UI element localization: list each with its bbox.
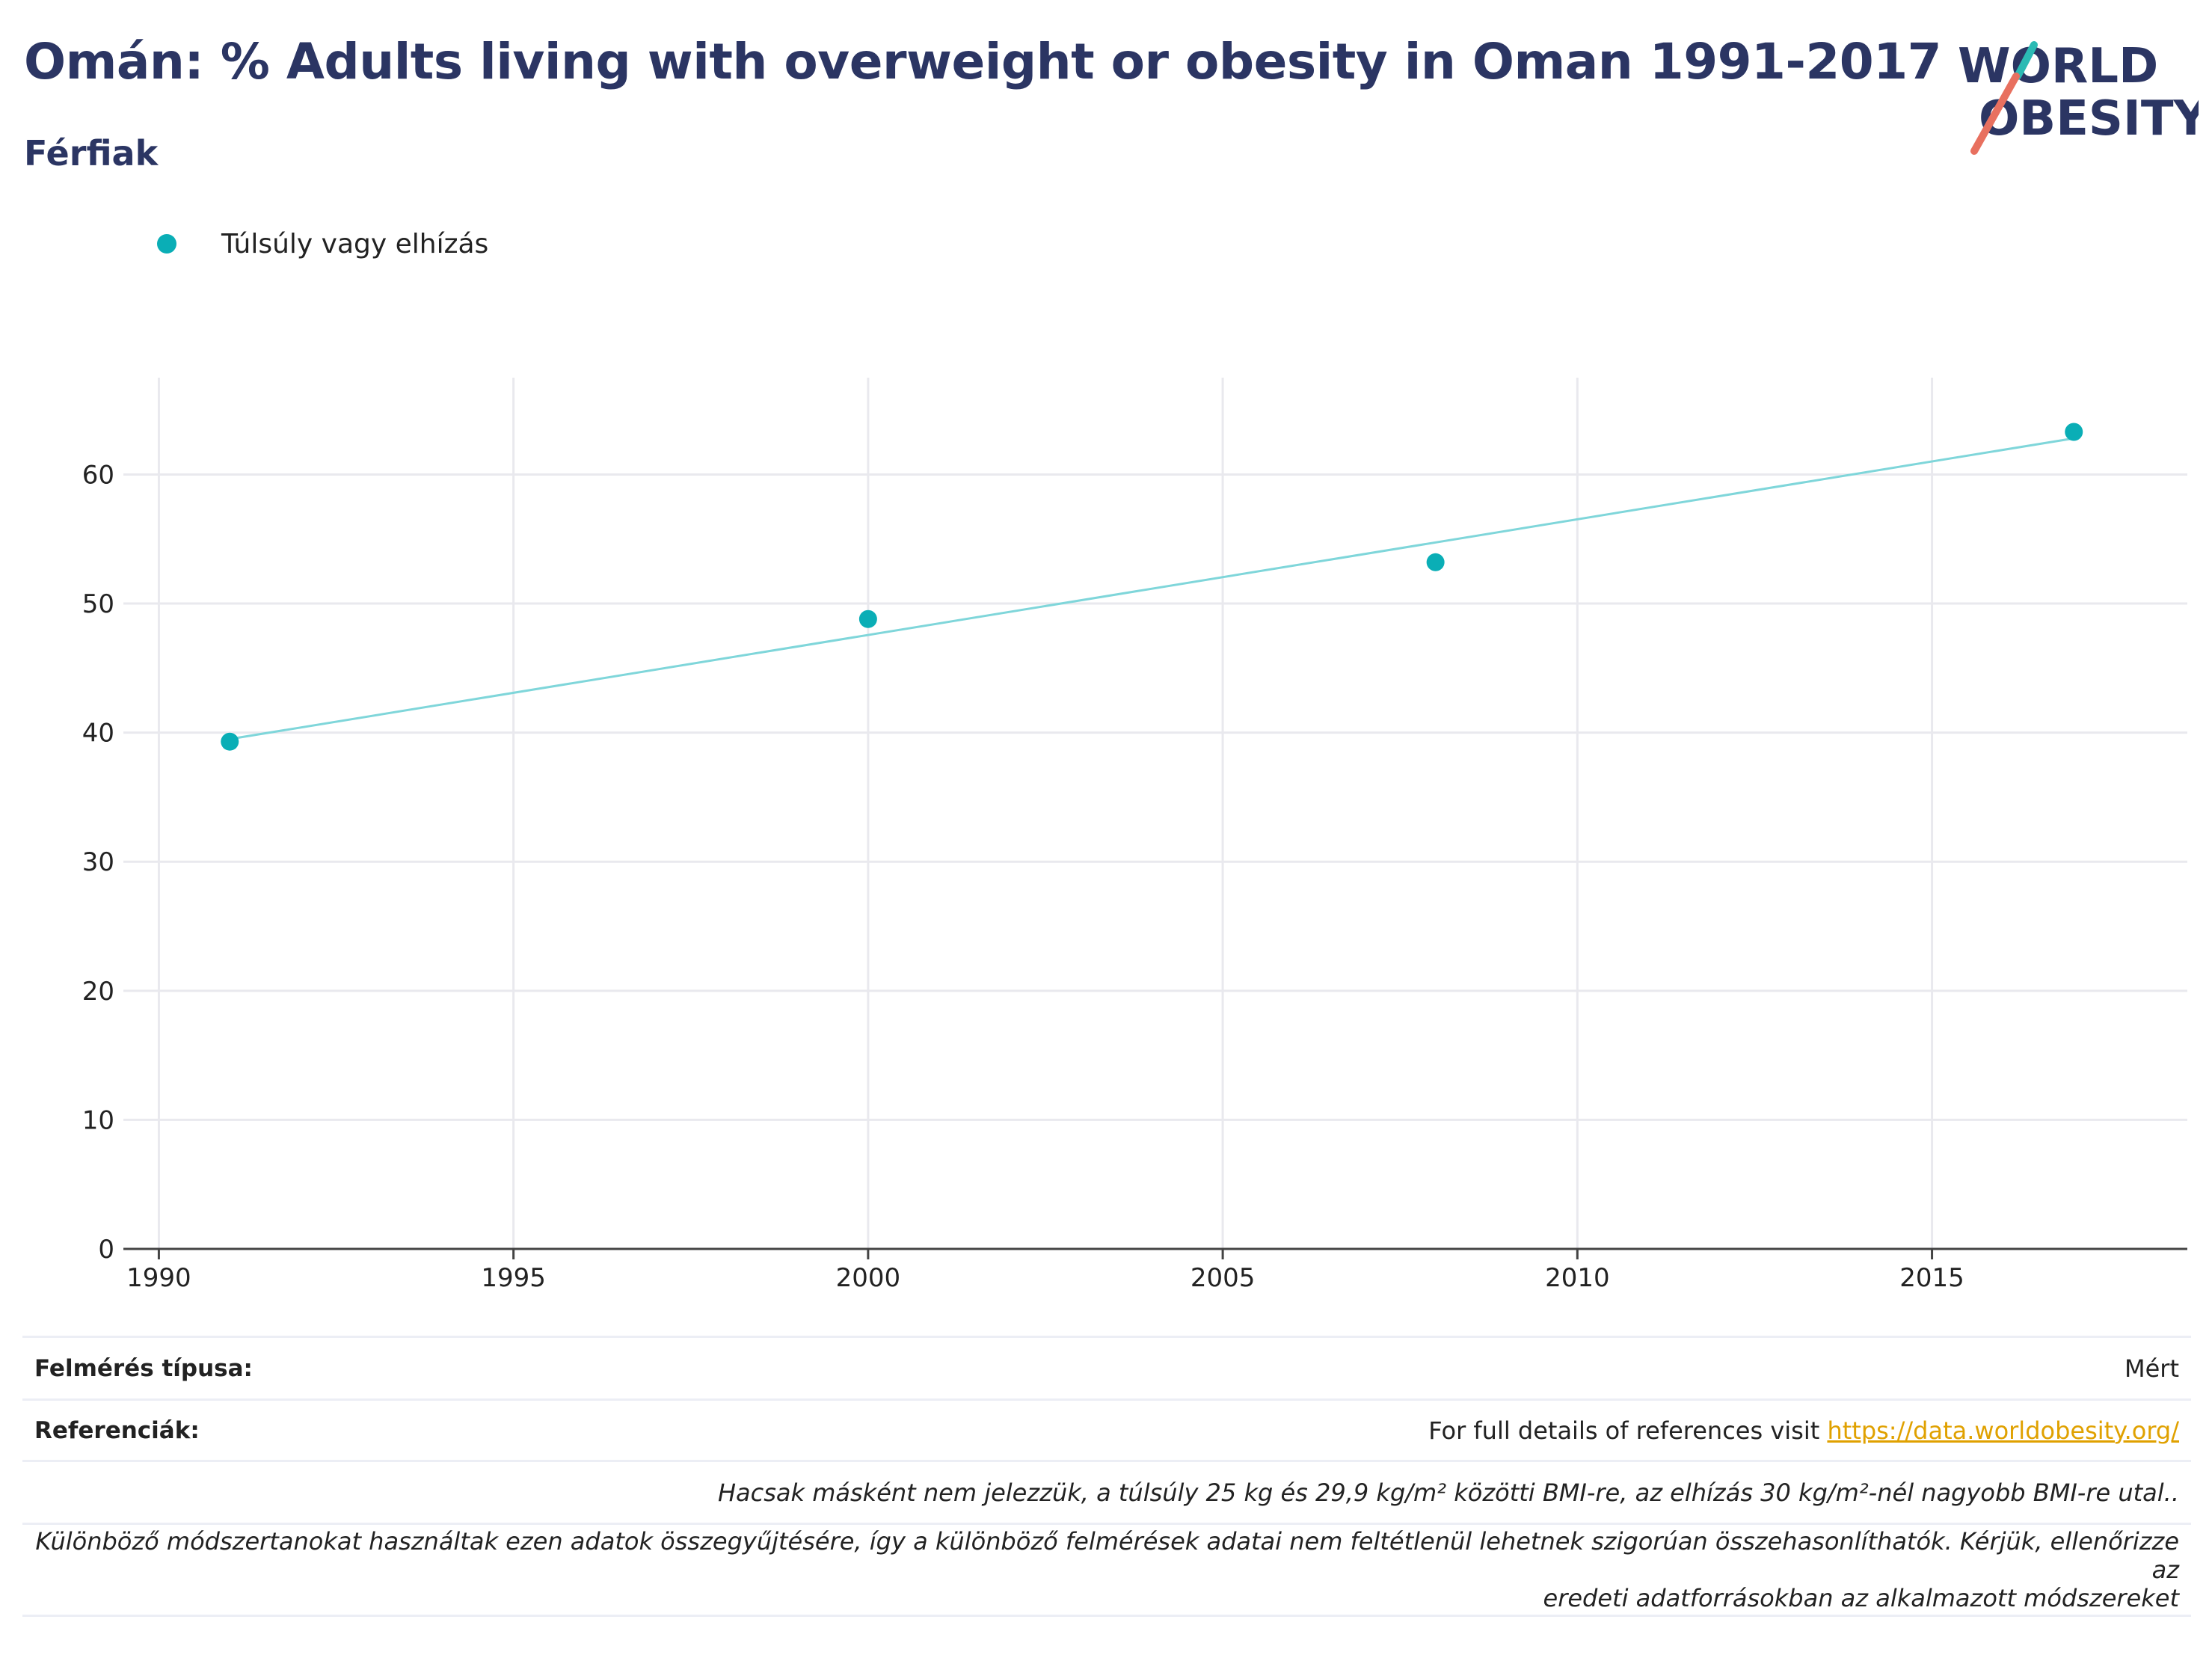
data-point — [221, 732, 239, 751]
survey-type-value: Mért — [2125, 1354, 2179, 1383]
y-tick-label: 10 — [82, 1105, 114, 1135]
legend-label: Túlsúly vagy elhízás — [221, 228, 489, 260]
methodology-note-line1: Különböző módszertanokat használtak ezen… — [35, 1527, 2179, 1584]
trend-line — [230, 437, 2074, 740]
references-link[interactable]: https://data.worldobesity.org/ — [1827, 1416, 2179, 1445]
x-tick-label: 1990 — [126, 1263, 191, 1293]
legend[interactable]: Túlsúly vagy elhízás — [157, 221, 488, 266]
x-tick-label: 2015 — [1899, 1263, 1964, 1293]
world-obesity-logo: WORLD OBESITY — [1958, 39, 2199, 155]
logo-line2: OBESITY — [1979, 91, 2199, 147]
x-tick-label: 2010 — [1545, 1263, 1610, 1293]
logo-accent-teal — [2014, 41, 2038, 80]
x-tick-label: 2000 — [836, 1263, 901, 1293]
references-row: Referenciák: For full details of referen… — [22, 1398, 2191, 1460]
y-tick-label: 20 — [82, 977, 114, 1007]
data-point — [2065, 423, 2083, 441]
y-tick-label: 50 — [82, 589, 114, 619]
y-tick-label: 30 — [82, 847, 114, 877]
definition-note: Hacsak másként nem jelezzük, a túlsúly 2… — [717, 1478, 2179, 1507]
methodology-note-row: Különböző módszertanokat használtak ezen… — [22, 1523, 2191, 1617]
survey-type-label: Felmérés típusa: — [34, 1354, 253, 1382]
info-table: Felmérés típusa: Mért Referenciák: For f… — [22, 1336, 2191, 1617]
y-tick-label: 0 — [98, 1235, 114, 1265]
references-value: For full details of references visit htt… — [1428, 1416, 2179, 1445]
chart-title: Omán: % Adults living with overweight or… — [24, 33, 1942, 90]
definition-note-row: Hacsak másként nem jelezzük, a túlsúly 2… — [22, 1460, 2191, 1523]
data-point — [1426, 553, 1445, 571]
data-point — [858, 610, 877, 628]
references-label: Referenciák: — [34, 1416, 200, 1444]
y-tick-label: 60 — [82, 460, 114, 490]
survey-type-row: Felmérés típusa: Mért — [22, 1336, 2191, 1398]
logo-line1: WORLD — [1958, 39, 2158, 94]
legend-marker — [157, 234, 176, 254]
logo-accent-coral — [1970, 73, 2020, 155]
x-tick-label: 1995 — [481, 1263, 546, 1293]
references-text: For full details of references visit — [1428, 1416, 1828, 1445]
methodology-note-line2: eredeti adatforrásokban az alkalmazott m… — [1543, 1584, 2180, 1612]
y-tick-label: 40 — [82, 719, 114, 749]
scatter-chart: 1990 1995 2000 2005 2010 2015 0 10 20 30 40 50 60 — [82, 378, 2187, 1293]
x-tick-label: 2005 — [1191, 1263, 1256, 1293]
chart-subtitle: Férfiak — [24, 133, 159, 174]
